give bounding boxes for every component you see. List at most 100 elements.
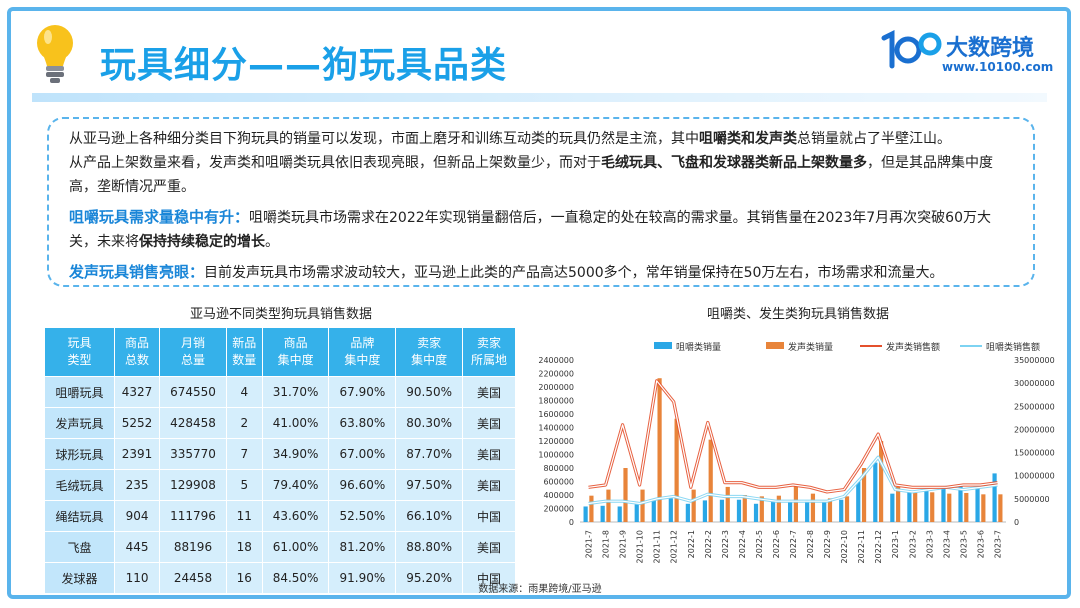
slide-frame <box>7 7 1071 599</box>
bar-chew-qty <box>941 487 946 522</box>
brand-logo-icon <box>881 29 942 69</box>
table-cell: 67.00% <box>328 438 397 470</box>
x-tick-label: 2023-5 <box>959 530 968 558</box>
table-cell: 235 <box>114 469 161 501</box>
x-tick-label: 2023-3 <box>925 530 934 558</box>
table-cell: 毛绒玩具 <box>43 469 116 501</box>
bar-sound-qty <box>691 489 696 522</box>
bar-chew-qty <box>890 493 895 522</box>
logo-name: 大数跨境 <box>946 36 1035 61</box>
chew-heading: 咀嚼玩具需求量稳中有升： <box>69 208 250 226</box>
bar-chew-qty <box>668 498 673 522</box>
bar-sound-qty <box>776 495 781 522</box>
bar-sound-qty <box>589 495 594 522</box>
x-tick-label: 2023-7 <box>993 530 1002 558</box>
bar-chew-qty <box>753 503 759 522</box>
y-left-tick-label: 0 <box>569 518 574 527</box>
bar-chew-qty <box>651 500 656 522</box>
line-sound-amount-inner <box>588 380 998 493</box>
title-underline <box>32 93 1047 102</box>
table-cell: 67.90% <box>328 376 397 408</box>
bar-chew-qty <box>873 462 878 522</box>
y-right-tick-label: 0 <box>1014 518 1019 527</box>
bar-chew-qty <box>822 502 827 522</box>
x-tick-label: 2022-2 <box>704 530 713 558</box>
x-tick-label: 2022-8 <box>806 530 815 558</box>
line-chew-amount-inner <box>588 456 998 505</box>
summary-paragraph-chew: 咀嚼玩具需求量稳中有升：咀嚼类玩具市场需求在2022年实现销量翻倍后，一直稳定的… <box>69 208 991 250</box>
bar-sound-qty <box>810 493 816 522</box>
table-body: 咀嚼玩具 4327 674550 4 31.70% 67.90% 90.50% 美国 发声玩具 5… <box>43 376 516 594</box>
table-cell: 904 <box>114 500 161 532</box>
bar-chew-qty <box>685 503 690 522</box>
bar-sound-qty <box>879 441 884 522</box>
bar-sound-qty <box>640 489 645 522</box>
bar-chew-qty <box>975 486 980 522</box>
bar-sound-qty <box>657 378 662 522</box>
y-left-tick-label: 800000 <box>543 464 574 473</box>
table-cell: 16 <box>225 562 263 594</box>
bar-chew-qty <box>770 501 776 522</box>
table-cell: 52.50% <box>328 500 397 532</box>
bar-sound-qty <box>981 494 986 522</box>
table-cell: 129908 <box>159 469 227 501</box>
y-right-tick-label: 15000000 <box>1014 449 1055 458</box>
x-tick-label: 2023-6 <box>976 530 985 558</box>
legend-swatch <box>766 342 784 349</box>
table-cell: 美国 <box>462 531 516 563</box>
table-cell: 87.70% <box>395 438 464 470</box>
table-cell: 34.90% <box>261 438 330 470</box>
y-right-tick-label: 30000000 <box>1014 379 1055 388</box>
bar-sound-qty <box>793 486 798 522</box>
bar-sound-qty <box>759 496 764 522</box>
table-row: 绳结玩具 904 111796 11 43.60% 52.50% 66.10% 中国 <box>43 500 516 532</box>
bar-sound-qty <box>742 495 747 522</box>
table-row: 球形玩具 2391 335770 7 34.90% 67.00% 87.70% 美国 <box>43 438 516 470</box>
bar-chew-qty <box>583 506 588 522</box>
lightbulb-icon <box>37 25 73 83</box>
y-left-tick-label: 1200000 <box>538 437 574 446</box>
x-tick-label: 2022-4 <box>738 530 747 558</box>
summary-box: 从亚马逊上各种细分类目下狗玩具的销量可以发现，市面上磨牙和训练互动类的玩具仍然是… <box>47 117 1035 287</box>
table-row: 发球器 110 24458 16 84.50% 91.90% 95.20% 中国 <box>43 562 516 594</box>
y-left-tick-label: 2400000 <box>538 356 574 365</box>
table-cell: 美国 <box>462 469 516 501</box>
table-cell: 绳结玩具 <box>43 500 116 532</box>
table-cell: 428458 <box>159 407 227 439</box>
table-cell: 飞盘 <box>43 531 116 563</box>
chart-title: 咀嚼类、发生类狗玩具销售数据 <box>707 306 889 322</box>
legend-label: 咀嚼类销售额 <box>986 341 1040 353</box>
table-header-cell: 商品 集中度 <box>261 327 330 377</box>
summary-paragraph-sound: 发声玩具销售亮眼：目前发声玩具市场需求波动较大，亚马逊上此类的产品高达5000多… <box>69 263 944 281</box>
table-cell: 中国 <box>462 562 516 594</box>
table-cell: 84.50% <box>261 562 330 594</box>
table-cell: 18 <box>225 531 263 563</box>
bar-chew-qty <box>617 506 622 522</box>
bar-chew-qty <box>924 490 929 522</box>
bar-chew-qty <box>788 501 793 522</box>
table-cell: 7 <box>225 438 263 470</box>
table-header-cell: 商品 总数 <box>114 327 161 377</box>
x-tick-label: 2022-10 <box>840 530 849 563</box>
bar-chew-qty <box>907 491 912 522</box>
table-header-cell: 新品 数量 <box>225 327 263 377</box>
x-tick-label: 2022-6 <box>772 530 781 558</box>
legend-label: 发声类销售额 <box>886 341 940 353</box>
x-tick-label: 2021-12 <box>670 530 679 563</box>
table-cell: 88.80% <box>395 531 464 563</box>
bar-chew-qty <box>958 486 963 522</box>
x-tick-label: 2021-8 <box>602 530 611 558</box>
table-cell: 674550 <box>159 376 227 408</box>
table-cell: 79.40% <box>261 469 330 501</box>
table-cell: 110 <box>114 562 161 594</box>
table-cell: 66.10% <box>395 500 464 532</box>
table-cell: 2 <box>225 407 263 439</box>
y-right-tick-label: 20000000 <box>1014 425 1055 434</box>
legend-swatch <box>654 342 672 349</box>
table-header-cell: 月销 总量 <box>159 327 227 377</box>
page-title: 玩具细分——狗玩具品类 <box>100 45 508 86</box>
bar-sound-qty <box>623 468 628 522</box>
table-cell: 111796 <box>159 500 227 532</box>
x-tick-label: 2023-1 <box>891 530 900 558</box>
